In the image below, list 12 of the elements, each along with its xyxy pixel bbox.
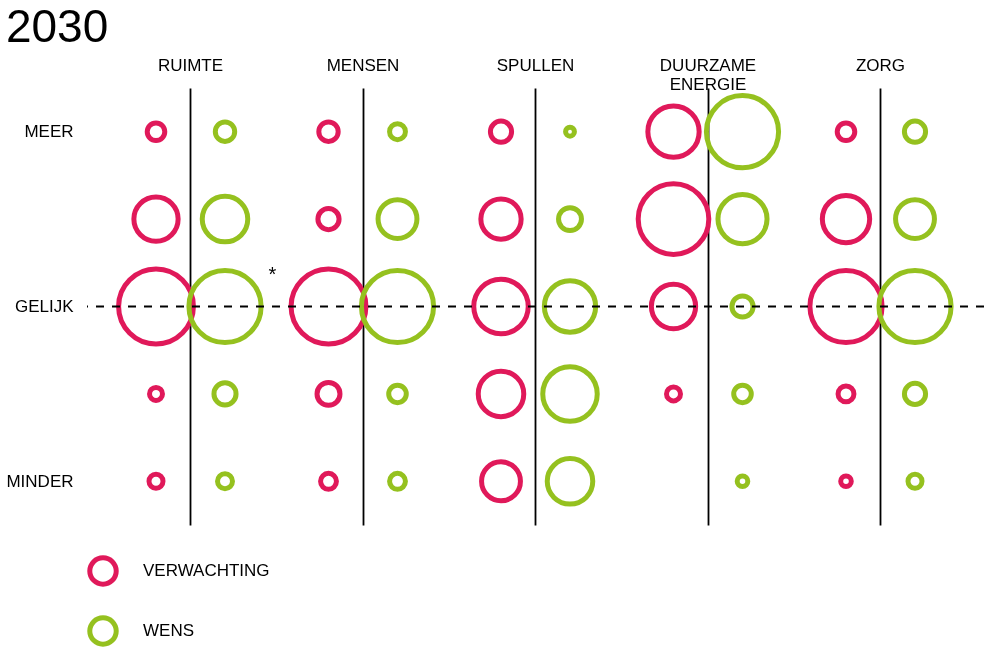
- legend-label: WENS: [143, 621, 194, 640]
- x-tick-label: MENSEN: [326, 55, 400, 75]
- text: MINDER: [6, 471, 74, 491]
- text: MEER: [24, 122, 74, 142]
- annotation: *: [268, 262, 277, 285]
- text: GELIJK: [14, 297, 75, 316]
- x-tick-label: SPULLEN: [496, 55, 575, 75]
- chart-title: 2030: [5, 0, 109, 52]
- x-tick-label: ZORG: [855, 55, 906, 75]
- legend-label: VERWACHTING: [143, 561, 270, 580]
- x-tick-label: DUURZAME ENERGIE: [659, 55, 757, 94]
- x-tick-label: RUIMTE: [157, 55, 224, 75]
